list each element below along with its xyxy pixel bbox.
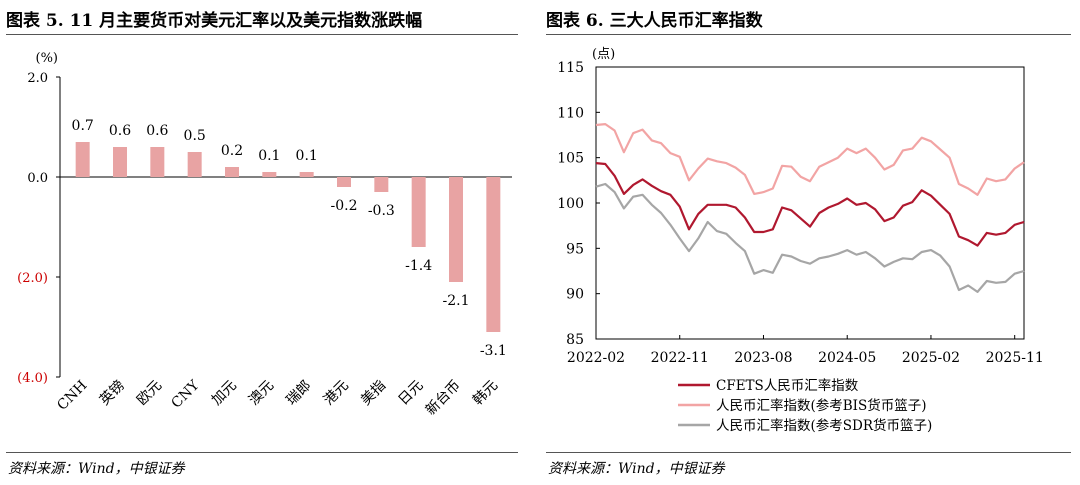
category-label: 日元 [395, 378, 426, 409]
data-label: -2.1 [443, 293, 470, 309]
panel-title: 图表 6. 三大人民币汇率指数 [546, 11, 763, 31]
x-tick-label: 2023-08 [734, 350, 792, 366]
bar [299, 172, 314, 177]
data-label: 0.1 [258, 148, 280, 164]
data-label: 0.5 [184, 128, 206, 144]
x-tick-label: 2025-02 [902, 350, 960, 366]
right-panel: 图表 6. 三大人民币汇率指数 (点) 85 90 95 100 105 110 115 202… [540, 0, 1080, 485]
data-label: 0.1 [296, 148, 318, 164]
series-line [595, 182, 1025, 293]
bar [113, 147, 127, 177]
line-chart: (点) 85 90 95 100 105 110 115 2022-02 2022-11 2023-… [557, 47, 1044, 434]
x-tick-label: 2024-05 [818, 350, 876, 366]
y-tick-label: 85 [566, 332, 584, 348]
data-label: -3.1 [480, 343, 507, 359]
y-tick-label: 90 [566, 287, 584, 303]
y-axis-unit: (%) [36, 51, 59, 66]
data-label: 0.2 [221, 143, 243, 159]
y-tick-label: (2.0) [17, 271, 48, 286]
y-tick-label: 2.0 [27, 71, 48, 86]
data-label: 0.7 [72, 118, 94, 134]
category-label: 新台币 [423, 378, 464, 419]
bar [486, 177, 501, 332]
source-note: 资料来源：Wind，中银证券 [8, 461, 185, 477]
title-rule [6, 34, 518, 35]
bar [187, 152, 202, 177]
y-tick-label: 110 [557, 105, 584, 121]
plot-frame [595, 66, 1025, 340]
bar [449, 177, 463, 282]
data-label: -0.3 [368, 203, 395, 219]
category-label: CNY [168, 377, 203, 412]
series-line [595, 162, 1025, 247]
bar [337, 177, 351, 187]
data-label: 0.6 [146, 123, 168, 139]
bar-chart: (%) 2.0 0.0 (2.0) (4.0) 0.7 CNH 0.6 英镑 0.6 欧元 0.5 CN… [17, 51, 512, 419]
legend-label: CFETS人民币汇率指数 [716, 377, 859, 394]
data-label: 0.6 [109, 123, 131, 139]
data-label: -1.4 [405, 258, 432, 274]
x-tick-label: 2025-11 [986, 350, 1044, 366]
bar [262, 172, 277, 177]
category-label: 港元 [321, 378, 352, 409]
y-tick-label: 105 [557, 151, 584, 167]
category-label: 美指 [358, 378, 389, 409]
category-label: 澳元 [246, 378, 277, 409]
category-label: 欧元 [134, 378, 165, 409]
category-label: CNH [54, 378, 90, 414]
legend-label: 人民币汇率指数(参考SDR货币篮子) [716, 417, 932, 434]
legend-label: 人民币汇率指数(参考BIS货币篮子) [716, 397, 927, 414]
bar [75, 142, 90, 177]
bar [411, 177, 426, 247]
category-label: 英镑 [96, 377, 128, 409]
title-rule [546, 34, 1071, 35]
footer-rule [546, 452, 1071, 453]
bar [150, 147, 165, 177]
y-tick-label: (4.0) [17, 371, 48, 386]
bar [374, 177, 389, 192]
data-label: -0.2 [331, 198, 358, 214]
category-label: 瑞郎 [283, 378, 314, 409]
y-axis-unit: (点) [592, 47, 615, 62]
category-label: 加元 [209, 378, 240, 409]
bar [225, 167, 239, 177]
y-tick-label: 0.0 [27, 171, 48, 186]
x-tick-label: 2022-11 [651, 350, 709, 366]
y-tick-label: 100 [557, 196, 584, 212]
left-panel: 图表 5. 11 月主要货币对美元汇率以及美元指数涨跌幅 (%) 2.0 0.0 (2… [0, 0, 525, 485]
y-tick-label: 115 [557, 60, 584, 76]
category-label: 韩元 [470, 378, 501, 409]
source-note: 资料来源：Wind，中银证券 [548, 461, 725, 477]
series-line [595, 122, 1025, 196]
x-tick-label: 2022-02 [567, 350, 625, 366]
y-tick-label: 95 [566, 241, 584, 257]
footer-rule [6, 452, 518, 453]
panel-title: 图表 5. 11 月主要货币对美元汇率以及美元指数涨跌幅 [6, 11, 423, 31]
